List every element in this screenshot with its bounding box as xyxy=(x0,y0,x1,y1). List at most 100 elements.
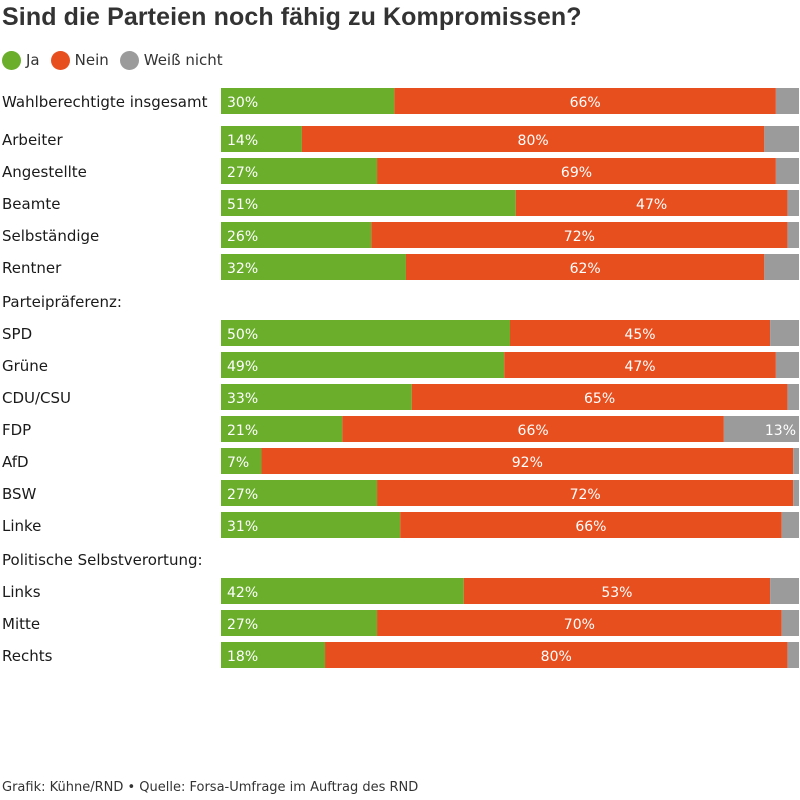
row-label-bsw: BSW xyxy=(2,485,37,503)
bar-row-bsw: BSW 27% 72% xyxy=(2,480,799,506)
data-label-nein-selbstaendige: 72% xyxy=(564,229,595,245)
data-label-nein-links: 53% xyxy=(601,585,632,601)
bar-segment-nein-rentner xyxy=(405,254,765,280)
row-label-afd: AfD xyxy=(2,453,29,471)
bar-segment-nein-mitte xyxy=(377,610,782,636)
bar-segment-ja-bsw xyxy=(221,480,378,506)
data-label-nein-beamte: 47% xyxy=(636,197,667,213)
data-label-ja-linke: 31% xyxy=(227,519,258,535)
data-label-nein-rechts: 80% xyxy=(541,649,572,665)
bar-row-rentner: Rentner 32% 62% xyxy=(2,254,799,280)
data-label-ja-fdp: 21% xyxy=(227,423,258,439)
bar-segment-ja-gruene xyxy=(221,352,505,378)
legend-swatch-ja xyxy=(2,50,21,70)
bar-segment-ja-fdp xyxy=(221,416,343,442)
bar-segment-weiss-nicht-links xyxy=(770,578,799,604)
bar-segment-weiss-nicht-wahlberechtigte-insgesamt xyxy=(775,88,799,114)
legend-label-weiss-nicht: Weiß nicht xyxy=(143,51,223,69)
bar-segment-nein-afd xyxy=(261,448,794,474)
row-label-linke: Linke xyxy=(2,517,41,535)
row-label-rentner: Rentner xyxy=(2,259,62,277)
bar-segment-weiss-nicht-beamte xyxy=(787,190,799,216)
bar-segment-ja-afd xyxy=(221,448,262,474)
bar-row-beamte: Beamte 51% 47% xyxy=(2,190,799,216)
data-label-ja-gruene: 49% xyxy=(227,359,258,375)
row-label-gruene: Grüne xyxy=(2,357,48,375)
bar-segment-nein-linke xyxy=(400,512,782,538)
row-label-rechts: Rechts xyxy=(2,647,53,665)
row-label-links: Links xyxy=(2,583,41,601)
bar-segment-nein-wahlberechtigte-insgesamt xyxy=(394,88,776,114)
legend-label-nein: Nein xyxy=(74,51,109,69)
bar-row-mitte: Mitte 27% 70% xyxy=(2,610,799,636)
data-label-ja-wahlberechtigte-insgesamt: 30% xyxy=(227,95,258,111)
bar-segment-weiss-nicht-rechts xyxy=(787,642,799,668)
bar-segment-ja-rechts xyxy=(221,642,326,668)
bar-segment-nein-selbstaendige xyxy=(371,222,788,248)
chart-legend: Ja Nein Weiß nicht xyxy=(2,50,234,70)
data-label-nein-gruene: 47% xyxy=(624,359,655,375)
data-label-ja-beamte: 51% xyxy=(227,197,258,213)
legend-swatch-nein xyxy=(50,50,70,70)
bar-row-links: Links 42% 53% xyxy=(2,578,799,604)
chart-footer: Grafik: Kühne/RND • Quelle: Forsa-Umfrag… xyxy=(2,780,419,795)
data-label-ja-spd: 50% xyxy=(227,327,258,343)
bar-row-angestellte: Angestellte 27% 69% xyxy=(2,158,799,184)
bar-row-gruene: Grüne 49% 47% xyxy=(2,352,799,378)
bar-segment-ja-linke xyxy=(221,512,401,538)
row-label-arbeiter: Arbeiter xyxy=(2,131,63,149)
bar-segment-weiss-nicht-rentner xyxy=(764,254,799,280)
bar-segment-ja-beamte xyxy=(221,190,516,216)
bar-segment-weiss-nicht-arbeiter xyxy=(764,126,799,152)
data-label-ja-arbeiter: 14% xyxy=(227,133,258,149)
group-heading-parteipraeferenz: Parteipräferenz: xyxy=(2,293,122,311)
data-label-nein-bsw: 72% xyxy=(570,487,601,503)
row-label-angestellte: Angestellte xyxy=(2,163,87,181)
data-label-nein-fdp: 66% xyxy=(518,423,549,439)
group-heading-politische-selbstverortung: Politische Selbstverortung: xyxy=(2,551,203,569)
legend-item-weiss-nicht: Weiß nicht xyxy=(119,50,223,70)
bar-segment-weiss-nicht-fdp xyxy=(723,416,799,442)
bar-segment-nein-cdu-csu xyxy=(411,384,788,410)
legend-label-ja: Ja xyxy=(26,51,40,69)
bar-segment-ja-angestellte xyxy=(221,158,378,184)
data-label-nein-cdu-csu: 65% xyxy=(584,391,615,407)
bar-row-selbstaendige: Selbständige 26% 72% xyxy=(2,222,799,248)
bar-segment-ja-rentner xyxy=(221,254,406,280)
bar-segment-nein-links xyxy=(463,578,771,604)
bar-segment-weiss-nicht-gruene xyxy=(775,352,799,378)
bar-row-afd: AfD 7% 92% xyxy=(2,448,799,474)
bar-segment-ja-selbstaendige xyxy=(221,222,372,248)
bar-segment-nein-arbeiter xyxy=(301,126,765,152)
data-label-nein-afd: 92% xyxy=(512,455,543,471)
row-label-beamte: Beamte xyxy=(2,195,60,213)
data-label-ja-afd: 7% xyxy=(227,455,249,471)
row-label-selbstaendige: Selbständige xyxy=(2,227,99,245)
legend-item-ja: Ja xyxy=(2,50,40,70)
bar-row-rechts: Rechts 18% 80% xyxy=(2,642,799,668)
bar-segment-weiss-nicht-cdu-csu xyxy=(787,384,799,410)
bar-segment-ja-mitte xyxy=(221,610,378,636)
bar-row-fdp: FDP 21% 66% 13% xyxy=(2,416,799,442)
data-label-ja-links: 42% xyxy=(227,585,258,601)
bar-segment-ja-links xyxy=(221,578,464,604)
row-label-cdu-csu: CDU/CSU xyxy=(2,389,71,407)
row-label-fdp: FDP xyxy=(2,421,31,439)
data-label-nein-arbeiter: 80% xyxy=(518,133,549,149)
data-label-nein-rentner: 62% xyxy=(570,261,601,277)
bar-row-linke: Linke 31% 66% xyxy=(2,512,799,538)
data-label-nein-angestellte: 69% xyxy=(561,165,592,181)
data-label-ja-cdu-csu: 33% xyxy=(227,391,258,407)
bar-segment-weiss-nicht-spd xyxy=(770,320,799,346)
bar-segment-nein-bsw xyxy=(377,480,794,506)
data-label-ja-selbstaendige: 26% xyxy=(227,229,258,245)
data-label-ja-bsw: 27% xyxy=(227,487,258,503)
data-label-ja-rechts: 18% xyxy=(227,649,258,665)
bar-row-wahlberechtigte-insgesamt: Wahlberechtigte insgesamt 30% 66% xyxy=(2,88,799,114)
bar-segment-weiss-nicht-linke xyxy=(781,512,799,538)
bar-segment-ja-wahlberechtigte-insgesamt xyxy=(221,88,395,114)
bar-segment-weiss-nicht-bsw xyxy=(793,480,799,506)
data-label-ja-mitte: 27% xyxy=(227,617,258,633)
legend-swatch-weiss-nicht xyxy=(119,50,139,70)
row-label-mitte: Mitte xyxy=(2,615,40,633)
